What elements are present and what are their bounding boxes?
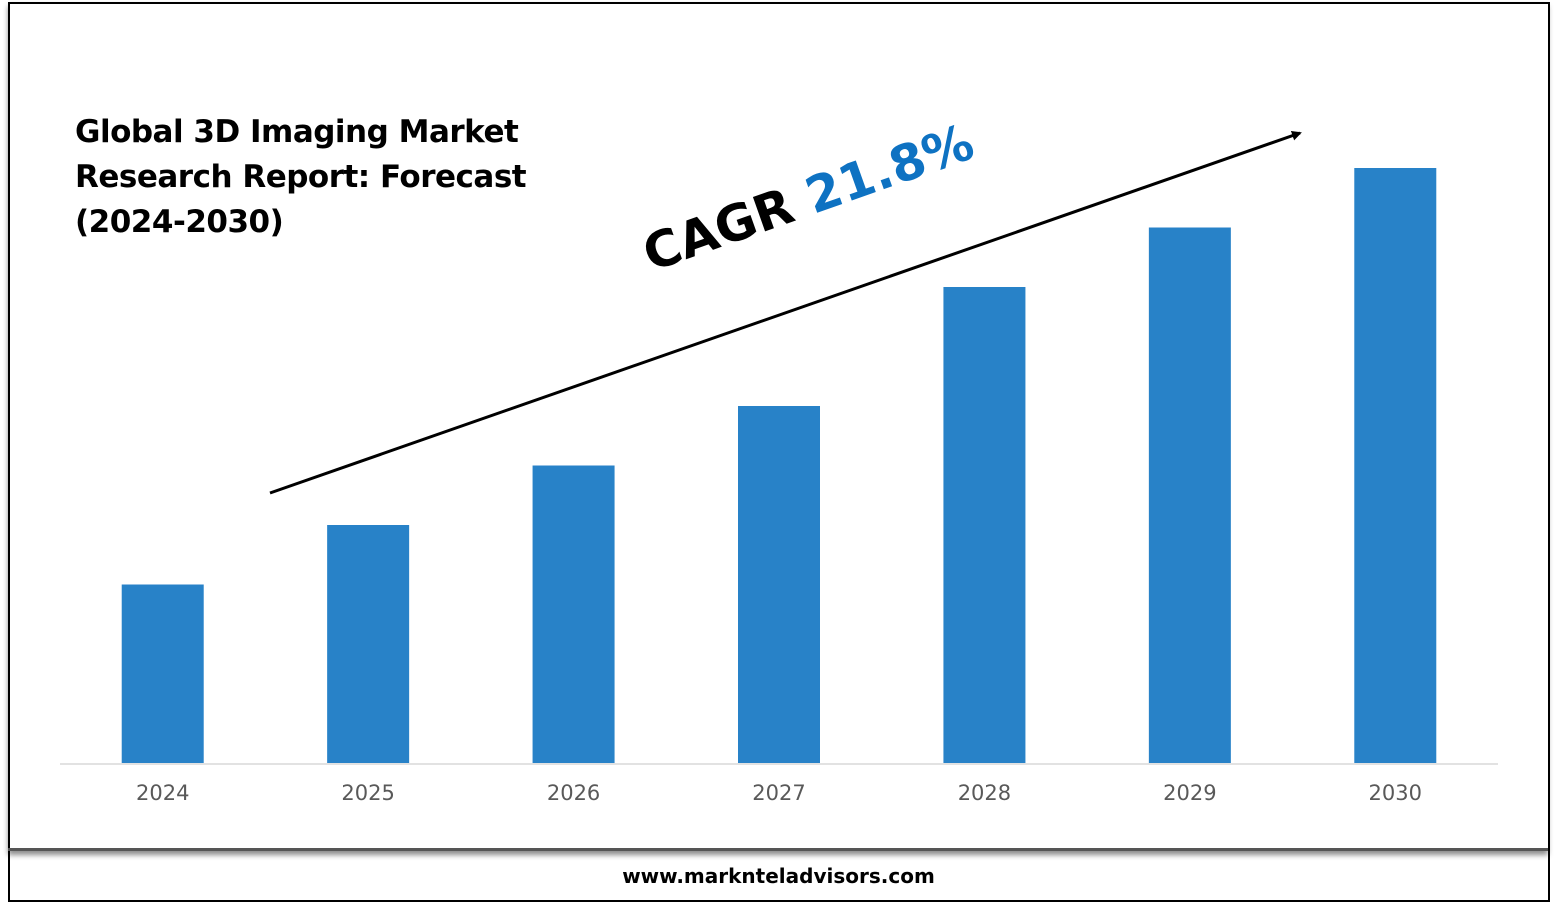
bar-2025 xyxy=(327,525,410,763)
x-tick-label: 2027 xyxy=(752,781,805,805)
bar-2029 xyxy=(1148,227,1231,763)
x-tick-label: 2028 xyxy=(958,781,1011,805)
bar-2030 xyxy=(1354,168,1437,763)
bar-2028 xyxy=(943,287,1026,763)
x-tick-label: 2030 xyxy=(1369,781,1422,805)
x-tick-label: 2029 xyxy=(1163,781,1216,805)
growth-arrow xyxy=(269,130,1302,495)
title-line-1: Global 3D Imaging Market xyxy=(75,114,519,150)
x-tick-label: 2025 xyxy=(341,781,394,805)
bar-2026 xyxy=(532,465,615,763)
title-line-2: Research Report: Forecast xyxy=(75,159,527,195)
chart-panel xyxy=(8,2,1548,851)
outer-frame xyxy=(8,2,1550,902)
chart-title: Global 3D Imaging Market Research Report… xyxy=(75,110,527,245)
title-line-3: (2024-2030) xyxy=(75,204,284,240)
bar-2024 xyxy=(121,584,204,763)
x-tick-label: 2026 xyxy=(547,781,600,805)
footer-website: www.marknteladvisors.com xyxy=(622,864,935,888)
x-tick-label: 2024 xyxy=(136,781,189,805)
bar-2027 xyxy=(738,406,820,763)
